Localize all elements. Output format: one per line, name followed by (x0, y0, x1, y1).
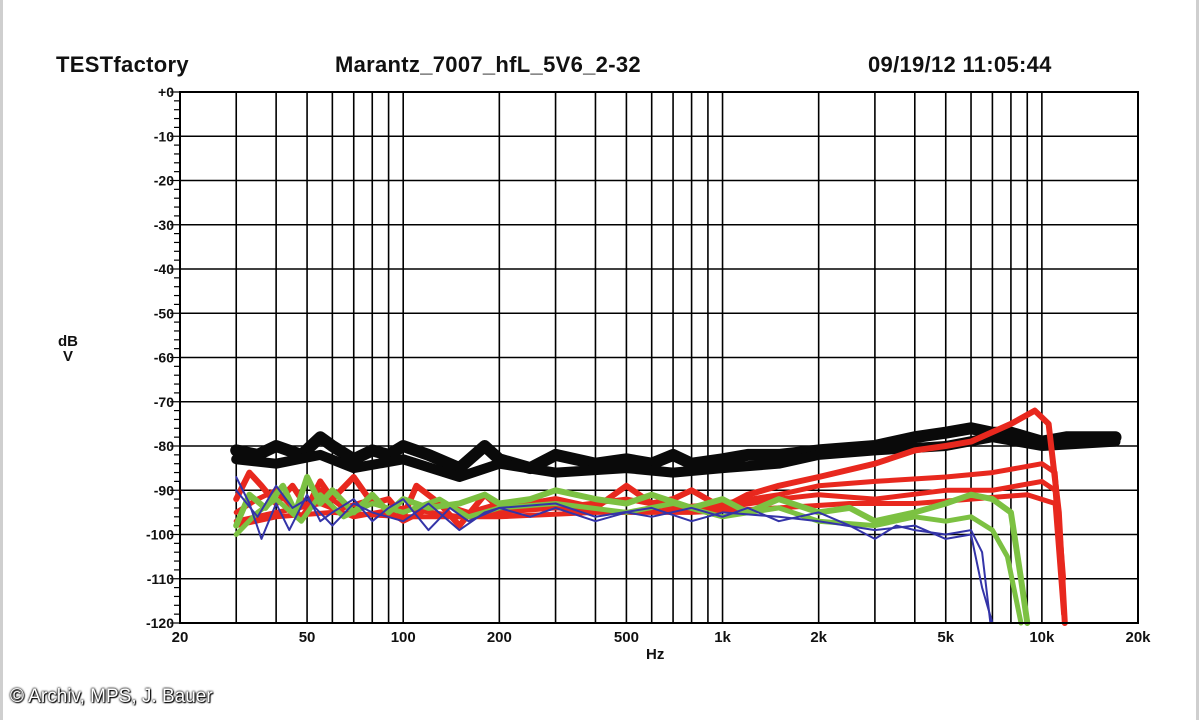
y-tick-label: -20 (154, 173, 174, 189)
chart-title: Marantz_7007_hfL_5V6_2-32 (335, 52, 641, 77)
header-brand: TESTfactory (56, 52, 189, 77)
y-tick-label: -10 (154, 128, 174, 144)
x-tick-label: 20 (172, 629, 189, 646)
x-tick-label: 5k (937, 629, 954, 646)
x-tick-label: 200 (487, 629, 512, 646)
series-line-blue (235, 484, 994, 624)
series-line-red (233, 407, 1068, 626)
x-tick-label: 500 (614, 629, 639, 646)
copyright-notice: © Archiv, MPS, J. Bauer (10, 686, 213, 707)
y-tick-label: -100 (146, 527, 174, 543)
chart-grid (179, 91, 1139, 624)
x-tick-label: 50 (299, 629, 316, 646)
header-timestamp: 09/19/12 11:05:44 (868, 52, 1052, 77)
x-tick-label: 1k (714, 629, 731, 646)
chart-series (230, 407, 1122, 626)
y-tick-label: -80 (154, 438, 174, 454)
x-tick-label: 10k (1029, 629, 1055, 646)
series-line-green (233, 474, 1031, 626)
x-tick-label: 100 (391, 629, 416, 646)
y-tick-label: -40 (154, 261, 174, 277)
y-axis-label: dBV (58, 333, 78, 365)
y-tick-label: +0 (158, 84, 174, 100)
series-line-black (230, 422, 1122, 475)
chart-axes: +0 -10 -20 -30 -40 -50 -60 -70 -80 -90 -100 -110 -12… (146, 84, 1151, 646)
y-tick-label: -110 (147, 571, 174, 587)
x-tick-label: 2k (810, 629, 827, 646)
series-line-blue (235, 476, 992, 624)
y-tick-label: -70 (154, 394, 174, 410)
x-axis-label: Hz (646, 646, 665, 663)
series-line-green (233, 492, 1024, 626)
y-tick-label: -50 (154, 305, 174, 321)
y-tick-label: -30 (154, 217, 174, 233)
x-tick-label: 20k (1125, 629, 1151, 646)
y-tick-label: -90 (154, 482, 174, 498)
y-tick-label: -60 (154, 350, 174, 366)
y-tick-label: -120 (146, 615, 174, 631)
